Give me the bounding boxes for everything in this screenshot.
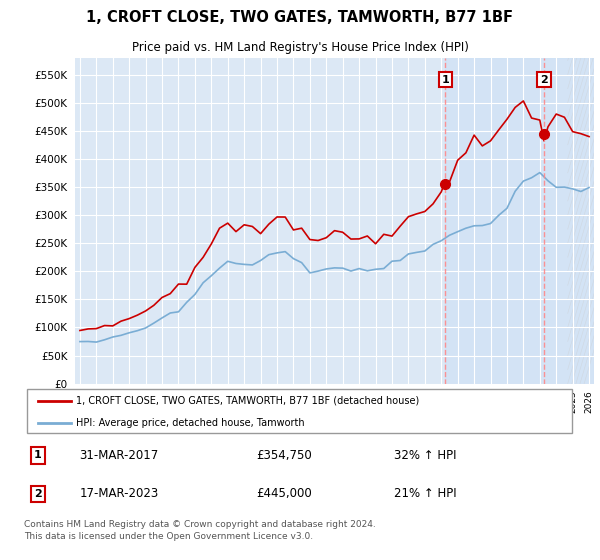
Text: £445,000: £445,000 xyxy=(256,487,311,500)
Text: 17-MAR-2023: 17-MAR-2023 xyxy=(79,487,158,500)
Text: 2: 2 xyxy=(34,489,41,498)
FancyBboxPatch shape xyxy=(27,389,572,433)
Text: HPI: Average price, detached house, Tamworth: HPI: Average price, detached house, Tamw… xyxy=(76,418,305,427)
Text: Contains HM Land Registry data © Crown copyright and database right 2024.
This d: Contains HM Land Registry data © Crown c… xyxy=(24,520,376,541)
Bar xyxy=(445,58,594,384)
Text: Price paid vs. HM Land Registry's House Price Index (HPI): Price paid vs. HM Land Registry's House … xyxy=(131,41,469,54)
Text: £354,750: £354,750 xyxy=(256,449,311,462)
Text: 1: 1 xyxy=(442,74,449,85)
Text: 31-MAR-2017: 31-MAR-2017 xyxy=(79,449,158,462)
Text: 1: 1 xyxy=(34,450,41,460)
Text: 1, CROFT CLOSE, TWO GATES, TAMWORTH, B77 1BF (detached house): 1, CROFT CLOSE, TWO GATES, TAMWORTH, B77… xyxy=(76,396,419,406)
Bar xyxy=(569,58,594,384)
Text: 32% ↑ HPI: 32% ↑ HPI xyxy=(394,449,457,462)
Text: 1, CROFT CLOSE, TWO GATES, TAMWORTH, B77 1BF: 1, CROFT CLOSE, TWO GATES, TAMWORTH, B77… xyxy=(86,11,514,25)
Text: 2: 2 xyxy=(540,74,548,85)
Text: 21% ↑ HPI: 21% ↑ HPI xyxy=(394,487,457,500)
